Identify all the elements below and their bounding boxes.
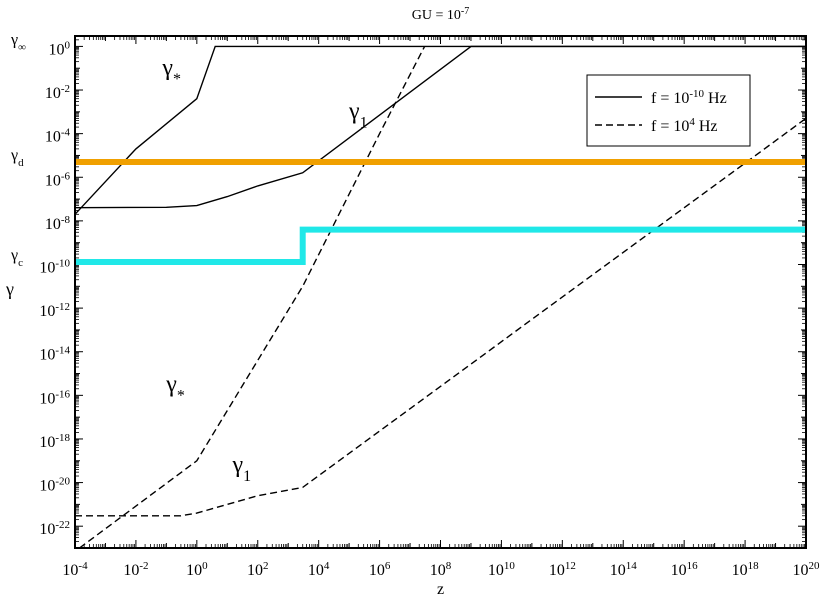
x-tick-label: 104 [308, 560, 330, 579]
curve-annotation: γ* [161, 55, 181, 88]
curve-annotation: γ1 [348, 98, 368, 131]
x-axis-label: z [437, 581, 444, 597]
curve-annotation: γ1 [232, 452, 252, 485]
y-reference-label: γc [10, 247, 23, 269]
series-line-gamma-1-f1 [74, 45, 806, 209]
series-line-gamma-star-f1 [74, 45, 806, 215]
x-tick-label: 1014 [610, 560, 638, 579]
x-tick-label: 102 [247, 560, 269, 579]
y-tick-label: 100 [49, 39, 71, 58]
y-tick-label: 10-20 [39, 476, 70, 495]
x-tick-label: 1016 [671, 560, 699, 579]
x-tick-label: 10-4 [62, 560, 88, 579]
axis-labels: GU = 10-7 10-4 10-2 100 102 104 106 108 1010 1012… [5, 6, 820, 597]
series-line-gamma-c-line [75, 226, 806, 265]
x-tick-label: 108 [430, 560, 452, 579]
x-tick-label: 106 [369, 560, 391, 579]
x-tick-label: 1010 [488, 560, 515, 579]
legend-box [586, 74, 751, 147]
x-tick-label: 10-2 [123, 560, 148, 579]
y-tick-label: 10-4 [45, 127, 71, 146]
y-reference-label: γd [10, 147, 24, 169]
y-tick-label: 10-12 [39, 301, 70, 320]
y-tick-label: 10-14 [39, 345, 70, 364]
x-tick-label: 1012 [549, 560, 576, 579]
curve-annotation: γ* [165, 372, 185, 405]
y-reference-label: γ∞ [10, 31, 26, 53]
legend: f = 10-10 Hz f = 104 Hz [586, 74, 751, 147]
y-tick-label: 10-6 [45, 170, 71, 189]
legend-label: f = 10-10 Hz [651, 88, 727, 107]
series-line-gamma-1-f2 [75, 117, 807, 517]
y-tick-label: 10-18 [39, 432, 70, 451]
y-axis-label: γ [5, 279, 14, 299]
plot-frame [74, 35, 807, 549]
series-line-gamma-star-f2 [79, 46, 426, 549]
y-tick-label: 10-16 [39, 388, 70, 407]
x-tick-label: 1018 [732, 560, 760, 579]
y-tick-label: 10-2 [45, 83, 70, 102]
series-lines [74, 45, 807, 549]
y-tick-label: 10-10 [39, 257, 70, 276]
y-tick-label: 10-8 [45, 214, 71, 233]
x-tick-label: 100 [186, 560, 208, 579]
legend-label: f = 104 Hz [651, 116, 718, 135]
chart-title: GU = 10-7 [412, 6, 469, 24]
x-tick-label: 1020 [793, 560, 821, 579]
y-tick-label: 10-22 [39, 519, 70, 538]
